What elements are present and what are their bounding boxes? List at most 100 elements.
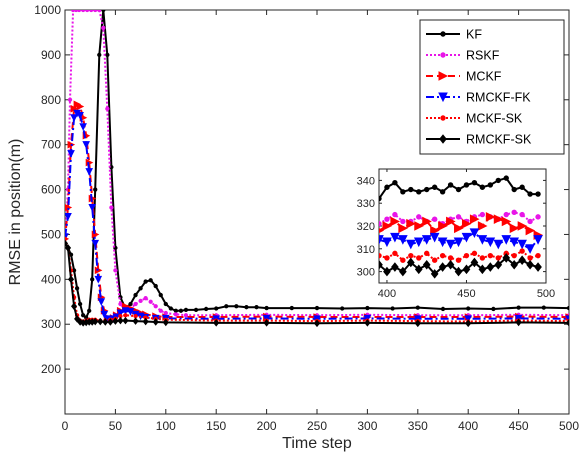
inset-marker-rmckf-sk	[422, 259, 431, 270]
legend-label: KF	[466, 28, 482, 42]
inset-marker-rskf	[431, 216, 438, 222]
inset-marker-rmckf-sk	[446, 259, 455, 270]
legend-marker-mckf	[438, 71, 449, 81]
main-marker-rmckf-sk	[263, 319, 270, 327]
main-marker-rskf	[118, 301, 123, 307]
main-x-tick-label: 0	[62, 419, 69, 433]
main-marker-kf	[244, 305, 249, 310]
main-x-tick-label: 100	[156, 419, 176, 433]
inset-marker-rmckf-sk	[534, 262, 542, 272]
inset-marker-rmckf-fk	[390, 232, 400, 243]
inset-marker-rskf	[400, 218, 406, 225]
inset-marker-kf	[408, 186, 414, 193]
inset-marker-rmckf-sk	[399, 266, 407, 277]
inset-y-tick-310: 310	[357, 244, 546, 256]
main-marker-rmckf-sk	[92, 317, 99, 326]
inset-marker-mckf-sk	[379, 252, 382, 259]
inset-marker-rmckf-fk	[461, 232, 472, 243]
main-x-tick-400: 400	[458, 10, 479, 433]
inset-marker-rmckf-sk	[502, 253, 511, 263]
inset-marker-rskf	[511, 209, 517, 216]
inset-marker-rmckf-sk	[494, 259, 503, 270]
main-marker-kf	[168, 306, 173, 311]
inset-marker-rmckf-sk	[414, 264, 423, 275]
main-x-tick-300: 300	[357, 10, 378, 433]
main-marker-rskf	[148, 299, 153, 304]
inset-marker-mckf	[485, 212, 496, 222]
main-marker-rskf	[93, 10, 98, 13]
inset-marker-rmckf-fk	[501, 235, 512, 245]
legend-marker-rmckf-fk	[438, 92, 448, 103]
inset-marker-mckf	[382, 221, 393, 231]
legend-item-rskf: RSKF	[426, 49, 500, 63]
main-marker-kf	[289, 305, 294, 311]
main-marker-kf	[143, 279, 148, 284]
inset-marker-mckf-sk	[487, 252, 494, 259]
main-marker-rmckf-sk	[117, 316, 124, 325]
inset-marker-rmckf-sk	[486, 262, 495, 272]
inset-marker-rmckf-sk	[391, 262, 399, 272]
inset-marker-mckf	[501, 216, 512, 227]
main-marker-rmckf-sk	[74, 315, 81, 323]
inset-marker-rmckf-sk	[438, 262, 447, 272]
inset-marker-rmckf-sk	[518, 255, 526, 266]
main-marker-rskf	[153, 304, 158, 309]
main-marker-rmckf-fk	[116, 309, 125, 318]
inset-marker-kf	[424, 186, 430, 193]
main-marker-rskf	[163, 310, 168, 316]
inset-marker-rmckf-sk	[510, 259, 519, 270]
inset-marker-rmckf-fk	[525, 244, 535, 254]
legend-label: RSKF	[466, 49, 500, 63]
main-marker-rmckf-fk	[65, 212, 72, 221]
main-marker-kf	[74, 286, 80, 291]
main-marker-rmckf-fk	[514, 314, 523, 323]
main-marker-kf	[365, 305, 370, 311]
main-marker-kf	[80, 313, 86, 318]
main-marker-kf	[128, 301, 133, 307]
main-marker-rmckf-fk	[413, 315, 422, 323]
main-marker-kf	[173, 308, 179, 313]
inset-x-tick-label: 450	[457, 288, 475, 300]
main-marker-kf	[466, 306, 471, 311]
legend-item-kf: KF	[426, 28, 482, 42]
inset-marker-kf	[535, 191, 541, 197]
main-marker-kf	[90, 277, 95, 282]
legend-item-rmckf-fk: RMCKF-FK	[426, 91, 531, 105]
main-marker-kf	[105, 52, 110, 58]
inset-marker-kf	[384, 184, 390, 190]
main-marker-rmckf-sk	[313, 319, 321, 328]
main-marker-kf	[491, 306, 496, 312]
inset-marker-rskf	[503, 211, 509, 218]
main-y-tick-label: 200	[41, 362, 61, 376]
main-marker-rskf	[113, 268, 118, 273]
main-marker-rmckf-fk	[88, 204, 97, 212]
main-line-kf	[65, 10, 569, 319]
main-x-tick-500: 500	[559, 10, 579, 433]
main-marker-rmckf-sk	[213, 319, 220, 327]
main-marker-kf	[415, 305, 420, 310]
main-marker-mckf-sk	[123, 313, 128, 318]
inset-marker-mckf-sk	[535, 252, 541, 259]
inset-marker-kf	[431, 184, 438, 190]
inset-y-tick-label: 340	[357, 175, 375, 187]
main-marker-kf	[133, 292, 138, 298]
main-marker-rmckf-sk	[565, 319, 569, 327]
inset-marker-mckf	[493, 214, 504, 224]
inset-marker-rmckf-fk	[398, 235, 408, 245]
main-marker-kf	[158, 292, 163, 298]
inset-marker-mckf	[379, 228, 385, 234]
main-y-tick-1000: 1000	[34, 3, 569, 17]
inset-line-mckf-sk	[379, 250, 539, 262]
main-marker-kf	[516, 305, 521, 310]
inset-marker-rmckf-fk	[382, 237, 392, 248]
inset-marker-rmckf-sk	[526, 259, 534, 270]
main-marker-rmckf-sk	[122, 316, 129, 325]
main-marker-kf	[163, 301, 168, 307]
inset-marker-mckf	[525, 225, 536, 236]
inset-marker-mckf-sk	[431, 257, 438, 263]
main-marker-mckf	[76, 102, 85, 111]
inset-x-tick-400: 400	[378, 169, 396, 300]
inset-marker-mckf	[517, 221, 528, 231]
legend-box	[419, 19, 565, 155]
